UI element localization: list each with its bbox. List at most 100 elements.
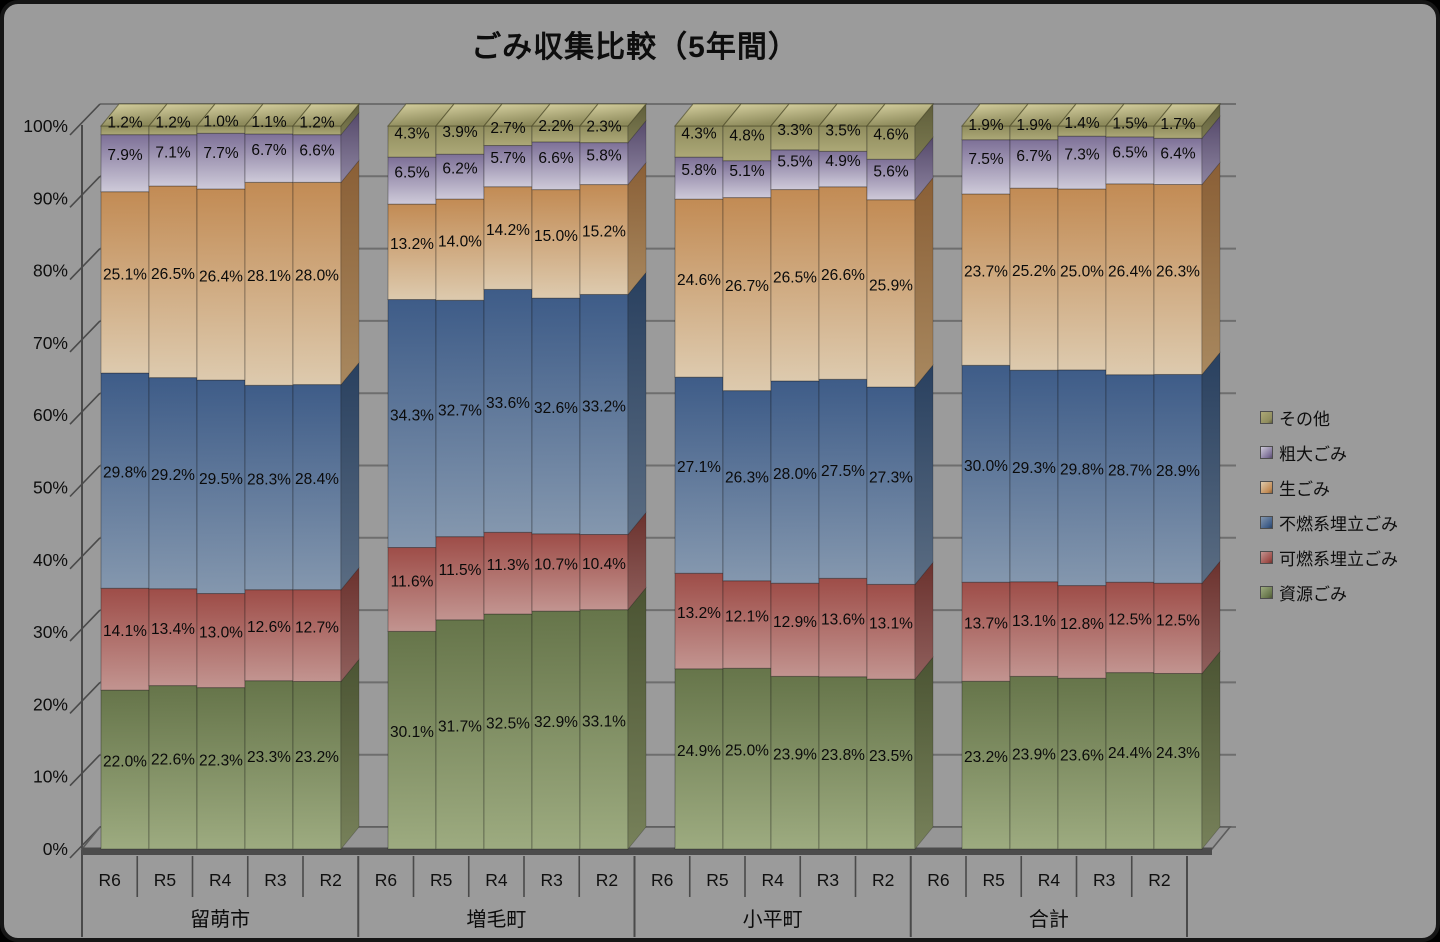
bar-segment-粗大ごみ[interactable] bbox=[818, 150, 868, 188]
bar-segment-粗大ごみ[interactable] bbox=[483, 145, 533, 188]
bar-segment-可燃系埋立ごみ[interactable] bbox=[1009, 581, 1059, 677]
bar-segment-資源ごみ[interactable] bbox=[483, 613, 533, 850]
bar-segment-資源ごみ[interactable] bbox=[148, 685, 198, 850]
bar-segment-生ごみ[interactable] bbox=[1057, 188, 1107, 371]
bar-segment-生ごみ[interactable] bbox=[1105, 183, 1155, 376]
bar-segment-可燃系埋立ごみ[interactable] bbox=[196, 593, 246, 689]
legend-item-粗大ごみ[interactable]: 粗大ごみ bbox=[1260, 435, 1398, 470]
bar-segment-不燃系埋立ごみ[interactable] bbox=[1057, 369, 1107, 587]
bar-segment-粗大ごみ[interactable] bbox=[387, 156, 437, 205]
bar-segment-資源ごみ[interactable] bbox=[292, 680, 342, 850]
bar-segment-可燃系埋立ごみ[interactable] bbox=[148, 588, 198, 687]
bar-segment-可燃系埋立ごみ[interactable] bbox=[387, 547, 437, 632]
legend-item-その他[interactable]: その他 bbox=[1260, 400, 1398, 435]
bar-segment-不燃系埋立ごみ[interactable] bbox=[818, 378, 868, 579]
bar-segment-生ごみ[interactable] bbox=[1153, 184, 1203, 375]
data-label: 6.4% bbox=[1160, 145, 1196, 162]
bar-segment-生ごみ[interactable] bbox=[818, 186, 868, 380]
bar-segment-粗大ごみ[interactable] bbox=[100, 134, 150, 193]
bar-segment-生ごみ[interactable] bbox=[435, 198, 485, 301]
bar-segment-粗大ごみ[interactable] bbox=[1057, 135, 1107, 190]
bar-segment-資源ごみ[interactable] bbox=[531, 610, 581, 850]
bar-segment-不燃系埋立ごみ[interactable] bbox=[961, 364, 1011, 583]
bar-segment-資源ごみ[interactable] bbox=[100, 689, 150, 850]
bar-segment-粗大ごみ[interactable] bbox=[770, 149, 820, 191]
bar-segment-不燃系埋立ごみ[interactable] bbox=[292, 384, 342, 591]
bar-segment-不燃系埋立ごみ[interactable] bbox=[1009, 369, 1059, 583]
bar-segment-資源ごみ[interactable] bbox=[387, 630, 437, 850]
bar-segment-可燃系埋立ごみ[interactable] bbox=[100, 587, 150, 691]
bar-segment-不燃系埋立ごみ[interactable] bbox=[722, 390, 772, 582]
bar-segment-生ごみ[interactable] bbox=[100, 191, 150, 374]
data-label: 25.9% bbox=[869, 277, 913, 294]
data-label: 4.3% bbox=[681, 126, 717, 143]
bar-segment-粗大ごみ[interactable] bbox=[722, 160, 772, 199]
bar-segment-粗大ごみ[interactable] bbox=[292, 134, 342, 183]
bar-segment-その他[interactable] bbox=[818, 125, 868, 152]
bar-segment-不燃系埋立ごみ[interactable] bbox=[435, 299, 485, 538]
data-label: 28.0% bbox=[295, 267, 339, 284]
bar-segment-可燃系埋立ごみ[interactable] bbox=[818, 577, 868, 678]
bar-segment-資源ごみ[interactable] bbox=[1057, 677, 1107, 850]
bar-segment-その他[interactable] bbox=[722, 125, 772, 162]
bar-segment-可燃系埋立ごみ[interactable] bbox=[483, 531, 533, 615]
bar-segment-資源ごみ[interactable] bbox=[818, 676, 868, 850]
bar-segment-可燃系埋立ごみ[interactable] bbox=[722, 580, 772, 669]
bar-segment-不燃系埋立ごみ[interactable] bbox=[531, 297, 581, 535]
bar-segment-その他[interactable] bbox=[866, 125, 916, 160]
bar-segment-生ごみ[interactable] bbox=[1009, 187, 1059, 371]
bar-segment-その他[interactable] bbox=[674, 125, 724, 158]
data-label: 25.1% bbox=[103, 266, 147, 283]
bar-segment-生ごみ[interactable] bbox=[148, 185, 198, 379]
data-label: 32.6% bbox=[534, 400, 578, 417]
bar-segment-資源ごみ[interactable] bbox=[435, 619, 485, 850]
bar-segment-資源ごみ[interactable] bbox=[1153, 672, 1203, 850]
bar-segment-粗大ごみ[interactable] bbox=[531, 141, 581, 191]
bar-segment-可燃系埋立ごみ[interactable] bbox=[1105, 581, 1155, 674]
bar-segment-その他[interactable] bbox=[435, 125, 485, 155]
bar-segment-可燃系埋立ごみ[interactable] bbox=[674, 572, 724, 670]
bar-segment-粗大ごみ[interactable] bbox=[244, 133, 294, 183]
bar-segment-粗大ごみ[interactable] bbox=[674, 156, 724, 200]
data-label: 7.3% bbox=[1064, 147, 1100, 164]
bar-segment-粗大ごみ[interactable] bbox=[148, 134, 198, 187]
bar-segment-生ごみ[interactable] bbox=[579, 184, 629, 295]
data-label: 26.5% bbox=[773, 269, 817, 286]
bar-segment-資源ごみ[interactable] bbox=[196, 687, 246, 850]
bar-segment-粗大ごみ[interactable] bbox=[196, 132, 246, 190]
bar-segment-資源ごみ[interactable] bbox=[961, 680, 1011, 850]
bar-segment-可燃系埋立ごみ[interactable] bbox=[866, 583, 916, 680]
legend-item-不燃系埋立ごみ[interactable]: 不燃系埋立ごみ bbox=[1260, 505, 1398, 540]
bar-segment-資源ごみ[interactable] bbox=[1009, 675, 1059, 850]
x-axis-year-label: R5 bbox=[982, 870, 1004, 890]
bar-segment-生ごみ[interactable] bbox=[387, 203, 437, 301]
bar-segment-生ごみ[interactable] bbox=[961, 193, 1011, 366]
bar-segment-生ごみ[interactable] bbox=[531, 189, 581, 299]
bar-segment-生ごみ[interactable] bbox=[244, 181, 294, 386]
legend-item-生ごみ[interactable]: 生ごみ bbox=[1260, 470, 1398, 505]
bar-segment-資源ごみ[interactable] bbox=[579, 609, 629, 850]
bar-segment-資源ごみ[interactable] bbox=[244, 680, 294, 850]
y-axis-tick bbox=[69, 103, 101, 136]
bar-segment-生ごみ[interactable] bbox=[674, 198, 724, 378]
bar-segment-資源ごみ[interactable] bbox=[722, 667, 772, 850]
bar-segment-可燃系埋立ごみ[interactable] bbox=[961, 581, 1011, 682]
bar-segment-可燃系埋立ごみ[interactable] bbox=[244, 589, 294, 682]
x-axis-group-label: 小平町 bbox=[743, 908, 803, 931]
bar-segment-不燃系埋立ごみ[interactable] bbox=[1105, 374, 1155, 583]
bar-segment-可燃系埋立ごみ[interactable] bbox=[770, 582, 820, 677]
bar-segment-生ごみ[interactable] bbox=[722, 197, 772, 392]
bar-segment-不燃系埋立ごみ[interactable] bbox=[148, 377, 198, 590]
bar-segment-生ごみ[interactable] bbox=[770, 189, 820, 382]
bar-segment-資源ごみ[interactable] bbox=[770, 675, 820, 850]
legend-item-可燃系埋立ごみ[interactable]: 可燃系埋立ごみ bbox=[1260, 540, 1398, 575]
bar-segment-可燃系埋立ごみ[interactable] bbox=[292, 589, 342, 682]
legend-item-資源ごみ[interactable]: 資源ごみ bbox=[1260, 575, 1398, 610]
bar-segment-不燃系埋立ごみ[interactable] bbox=[770, 380, 820, 584]
bar-segment-不燃系埋立ごみ[interactable] bbox=[100, 372, 150, 589]
bar-segment-不燃系埋立ごみ[interactable] bbox=[244, 384, 294, 591]
x-axis-year-label: R4 bbox=[761, 870, 784, 890]
data-label: 5.6% bbox=[873, 164, 909, 181]
bar-segment-資源ごみ[interactable] bbox=[866, 678, 916, 850]
data-label: 1.9% bbox=[968, 117, 1004, 134]
